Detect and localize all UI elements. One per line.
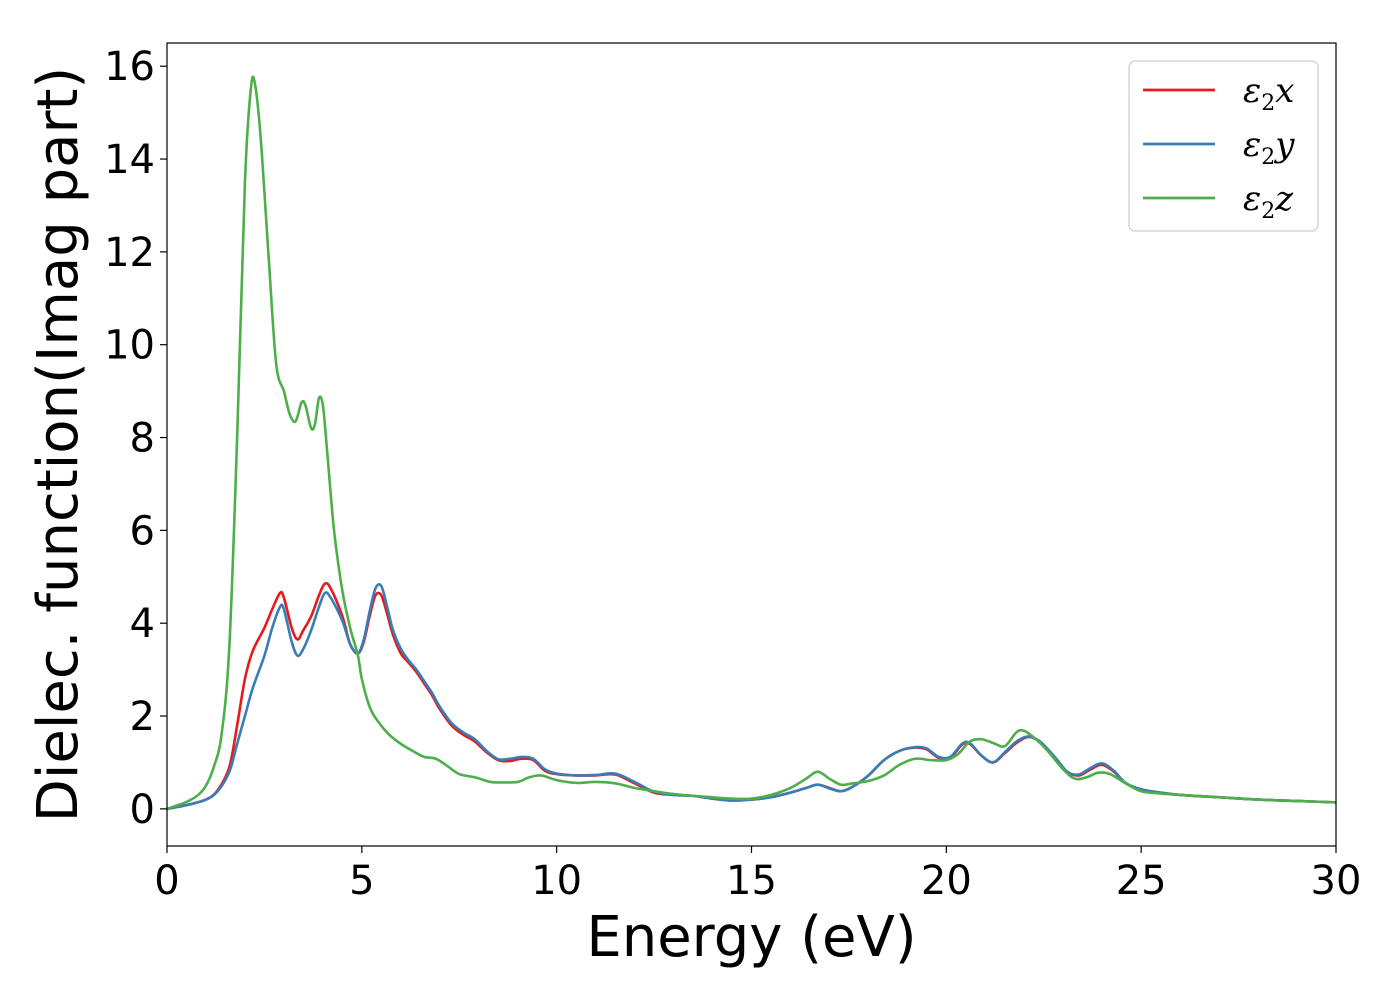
x-tick-label: 25 xyxy=(1116,858,1167,904)
y-tick-label: 14 xyxy=(104,137,155,183)
legend-label-z: ε2z xyxy=(1243,179,1294,224)
y-tick-label: 8 xyxy=(130,416,155,462)
y-tick-label: 10 xyxy=(104,323,155,369)
x-tick-label: 10 xyxy=(531,858,582,904)
y-tick-label: 4 xyxy=(130,601,155,647)
y-tick-label: 2 xyxy=(130,694,155,740)
series-layer xyxy=(167,75,1336,811)
x-axis: 0 5 10 15 20 25 30 xyxy=(154,846,1361,904)
x-tick-label: 5 xyxy=(349,858,374,904)
x-tick-label: 15 xyxy=(726,858,777,904)
legend-box xyxy=(1128,60,1319,232)
y-axis: 0 2 4 6 8 10 12 14 16 xyxy=(104,44,167,833)
y-tick-label: 0 xyxy=(130,787,155,833)
x-tick-label: 20 xyxy=(921,858,972,904)
y-tick-label: 12 xyxy=(104,230,155,276)
series-line-z xyxy=(167,75,1336,811)
x-axis-label: Energy (eV) xyxy=(586,905,916,970)
legend-label-x: ε2x xyxy=(1243,71,1294,116)
series-line-y xyxy=(167,583,1336,811)
y-tick-label: 16 xyxy=(104,44,155,90)
legend: ε2x ε2y ε2z xyxy=(1128,60,1319,232)
x-tick-label: 30 xyxy=(1311,858,1362,904)
y-axis-label: Dielec. function(Imag part) xyxy=(26,67,91,823)
x-tick-label: 0 xyxy=(154,858,179,904)
legend-label-y: ε2y xyxy=(1243,125,1295,170)
y-tick-label: 6 xyxy=(130,508,155,554)
